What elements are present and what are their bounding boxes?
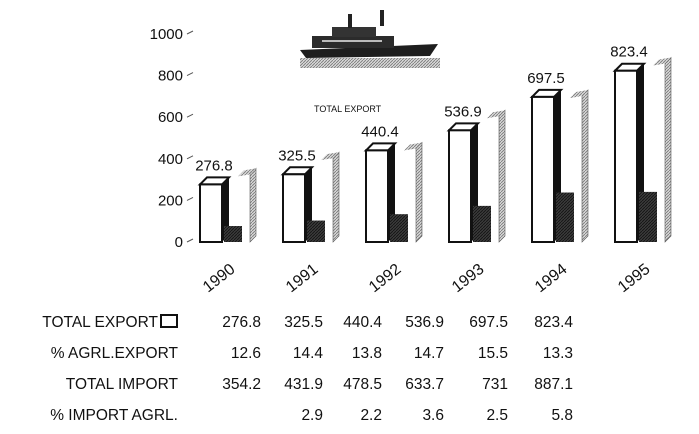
- y-tick-label: 600: [158, 109, 183, 126]
- import-bar: [581, 89, 589, 243]
- table-cell: 823.4: [534, 314, 573, 331]
- bar-value-label: 823.4: [610, 44, 648, 61]
- table-cell: 2.2: [360, 407, 382, 424]
- table-cell: 13.8: [351, 345, 382, 362]
- y-tick-label: 200: [158, 192, 183, 209]
- import-bar-top: [487, 110, 505, 119]
- row-label-text: % AGRL.EXPORT: [50, 345, 178, 362]
- agri-export-bar: [307, 220, 325, 242]
- y-tick-mark: [186, 155, 194, 160]
- bar-value-label: 697.5: [527, 70, 565, 87]
- import-bar-top: [238, 168, 256, 177]
- x-tick-label: 1992: [366, 261, 405, 296]
- table-cell: 12.6: [230, 345, 261, 362]
- table-cell: 536.9: [405, 314, 444, 331]
- y-tick-mark: [186, 72, 194, 77]
- y-tick-label: 0: [175, 234, 183, 251]
- row-label: % IMPORT AGRL.: [0, 407, 178, 425]
- row-label: TOTAL IMPORT: [0, 376, 178, 394]
- table-cell: 2.5: [486, 407, 508, 424]
- export-bar: [448, 129, 472, 243]
- export-bar: [282, 173, 306, 244]
- table-row: % IMPORT AGRL. 2.9 2.2 3.6 2.5 5.8: [0, 401, 699, 432]
- legend-box-icon: [160, 314, 178, 328]
- table-cell: 633.7: [405, 376, 444, 393]
- bar-value-label: 325.5: [278, 147, 316, 164]
- ship-icon: [300, 10, 440, 68]
- export-bar: [531, 95, 555, 243]
- import-bar-top: [653, 57, 671, 66]
- row-label: TOTAL EXPORT: [0, 314, 178, 332]
- y-tick-mark: [186, 238, 194, 243]
- table-cell: 14.7: [413, 345, 444, 362]
- import-bar: [498, 109, 506, 243]
- table-cell: 440.4: [343, 314, 382, 331]
- table-cell: 15.5: [477, 345, 508, 362]
- import-bar-top: [570, 89, 588, 98]
- y-tick-mark: [186, 30, 194, 35]
- y-tick-mark: [186, 113, 194, 118]
- bar-value-label: 536.9: [444, 103, 482, 120]
- x-tick-label: 1991: [283, 261, 322, 296]
- table-cell: 887.1: [534, 376, 573, 393]
- export-bar-side: [222, 177, 229, 242]
- table-cell: 697.5: [469, 314, 508, 331]
- import-bar-top: [404, 142, 422, 151]
- table-cell: 276.8: [222, 314, 261, 331]
- import-bar-top: [321, 152, 339, 161]
- agri-export-bar: [224, 226, 242, 242]
- export-bar: [199, 183, 223, 243]
- x-tick-label: 1994: [532, 261, 571, 296]
- table-cell: 431.9: [284, 376, 323, 393]
- import-bar: [332, 151, 340, 243]
- x-tick-label: 1995: [615, 261, 654, 296]
- bar-value-label: 440.4: [361, 123, 399, 140]
- agri-export-bar: [639, 191, 657, 242]
- agri-export-bar: [473, 205, 491, 242]
- table-cell: 478.5: [343, 376, 382, 393]
- table-cell: 3.6: [422, 407, 444, 424]
- x-tick-label: 1990: [200, 261, 239, 296]
- y-tick-mark: [186, 196, 194, 201]
- table-cell: 14.4: [292, 345, 323, 362]
- agri-export-bar: [556, 192, 574, 242]
- import-bar: [664, 56, 672, 243]
- table-cell: 325.5: [284, 314, 323, 331]
- table-cell: 5.8: [551, 407, 573, 424]
- bar-chart: 0 200 400 600 800 1000 276.8 325.5 440.4 536.9 69…: [150, 10, 672, 296]
- table-cell: 354.2: [222, 376, 261, 393]
- row-label-text: % IMPORT AGRL.: [50, 407, 178, 424]
- export-bar: [614, 69, 638, 243]
- table-cell: 13.3: [542, 345, 573, 362]
- bar-value-label: 276.8: [195, 157, 233, 174]
- import-bar: [415, 141, 423, 243]
- y-tick-label: 1000: [150, 26, 183, 43]
- import-bar: [249, 167, 257, 243]
- row-label: % AGRL.EXPORT: [0, 345, 178, 363]
- row-label-text: TOTAL EXPORT: [42, 314, 158, 331]
- table-cell: 731: [482, 376, 508, 393]
- table-row: TOTAL EXPORT 276.8 325.5 440.4 536.9 697.5 823…: [0, 308, 699, 339]
- annotation-total-export: TOTAL EXPORT: [314, 104, 382, 114]
- table-row: % AGRL.EXPORT 12.6 14.4 13.8 14.7 15.5 13.3: [0, 339, 699, 370]
- data-table: TOTAL EXPORT 276.8 325.5 440.4 536.9 697.5 823…: [0, 308, 699, 432]
- row-label-text: TOTAL IMPORT: [65, 376, 178, 393]
- x-tick-label: 1993: [449, 261, 488, 296]
- table-row: TOTAL IMPORT 354.2 431.9 478.5 633.7 731 887.1: [0, 370, 699, 401]
- agri-export-bar: [390, 214, 408, 242]
- export-bar: [365, 149, 389, 244]
- y-tick-label: 400: [158, 151, 183, 168]
- y-tick-label: 800: [158, 68, 183, 85]
- table-cell: 2.9: [301, 407, 323, 424]
